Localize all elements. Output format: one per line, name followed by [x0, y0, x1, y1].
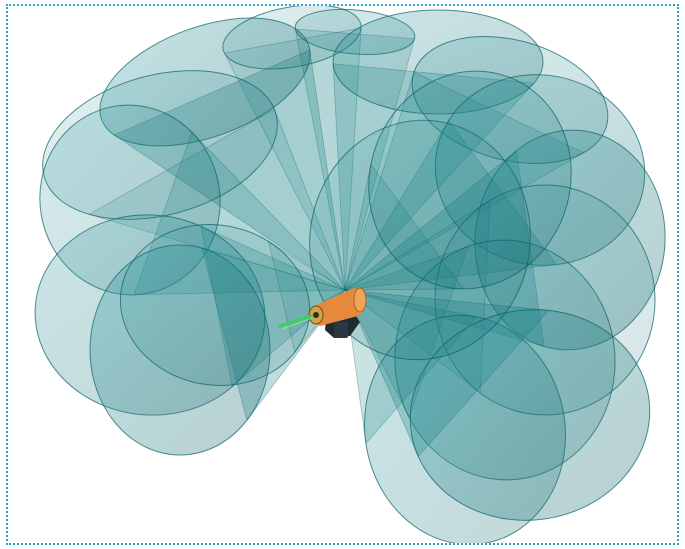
cone-mouth: [409, 309, 651, 521]
cone-mouth: [119, 224, 311, 386]
cone-mouth: [368, 70, 572, 290]
coverage-cones: [34, 6, 666, 543]
indicator-beam: [278, 314, 314, 328]
device-body: [311, 288, 366, 326]
device-foot: [334, 322, 348, 338]
device-lens: [353, 287, 367, 313]
sensor-device: [278, 287, 367, 338]
